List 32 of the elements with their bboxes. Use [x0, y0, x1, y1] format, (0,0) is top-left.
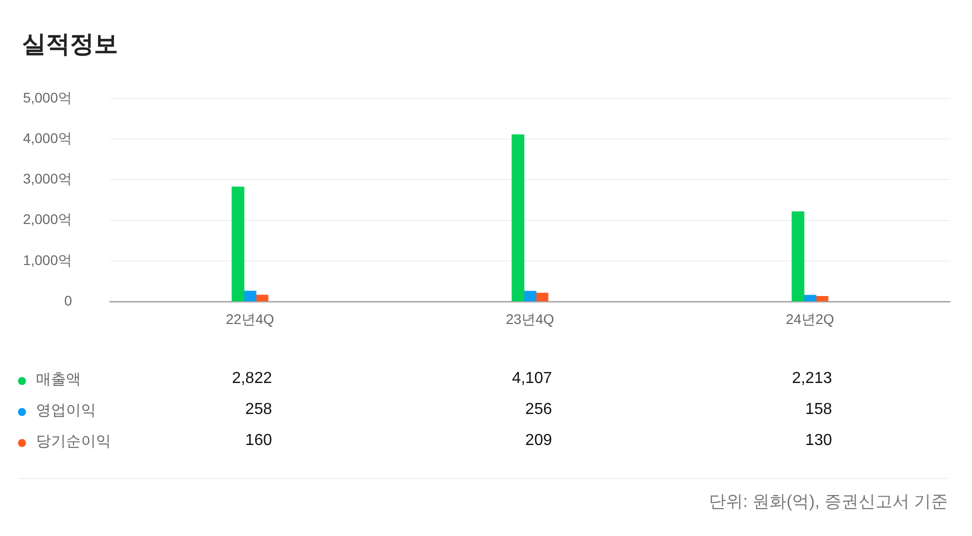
bar	[816, 296, 828, 302]
bar	[244, 290, 256, 302]
data-label: 258	[245, 401, 272, 419]
bar	[536, 292, 548, 302]
bar	[804, 294, 816, 302]
data-label: 2,213	[792, 370, 832, 388]
data-label: 130	[805, 432, 832, 450]
legend-label: 매출액	[36, 370, 81, 389]
chart-title: 실적정보	[22, 30, 118, 60]
data-label: 256	[525, 401, 552, 419]
data-label: 4,107	[512, 370, 552, 388]
x-tick-label: 24년2Q	[786, 310, 834, 327]
bar	[512, 134, 524, 302]
x-tick-label: 23년4Q	[506, 310, 554, 327]
bar	[256, 294, 268, 302]
text: 단위: 원화(억), 증권신고서 기준	[709, 491, 948, 513]
y-tick-label: 1,000억	[22, 252, 72, 268]
bar	[524, 290, 536, 302]
legend-label: 영업이익	[36, 401, 96, 420]
y-tick-label: 4,000억	[22, 130, 72, 146]
y-tick-label: 2,000억	[22, 211, 72, 228]
y-tick-label: 0	[64, 292, 72, 308]
y-tick-label: 5,000억	[22, 89, 72, 106]
y-tick-label: 3,000억	[22, 170, 72, 187]
bar	[232, 186, 244, 302]
data-label: 2,822	[232, 370, 272, 388]
bar	[792, 211, 804, 302]
data-label: 158	[805, 401, 832, 419]
legend-label: 당기순이익	[36, 432, 111, 451]
data-label: 160	[245, 432, 272, 450]
data-label: 209	[525, 432, 552, 450]
x-tick-label: 22년4Q	[226, 310, 274, 327]
